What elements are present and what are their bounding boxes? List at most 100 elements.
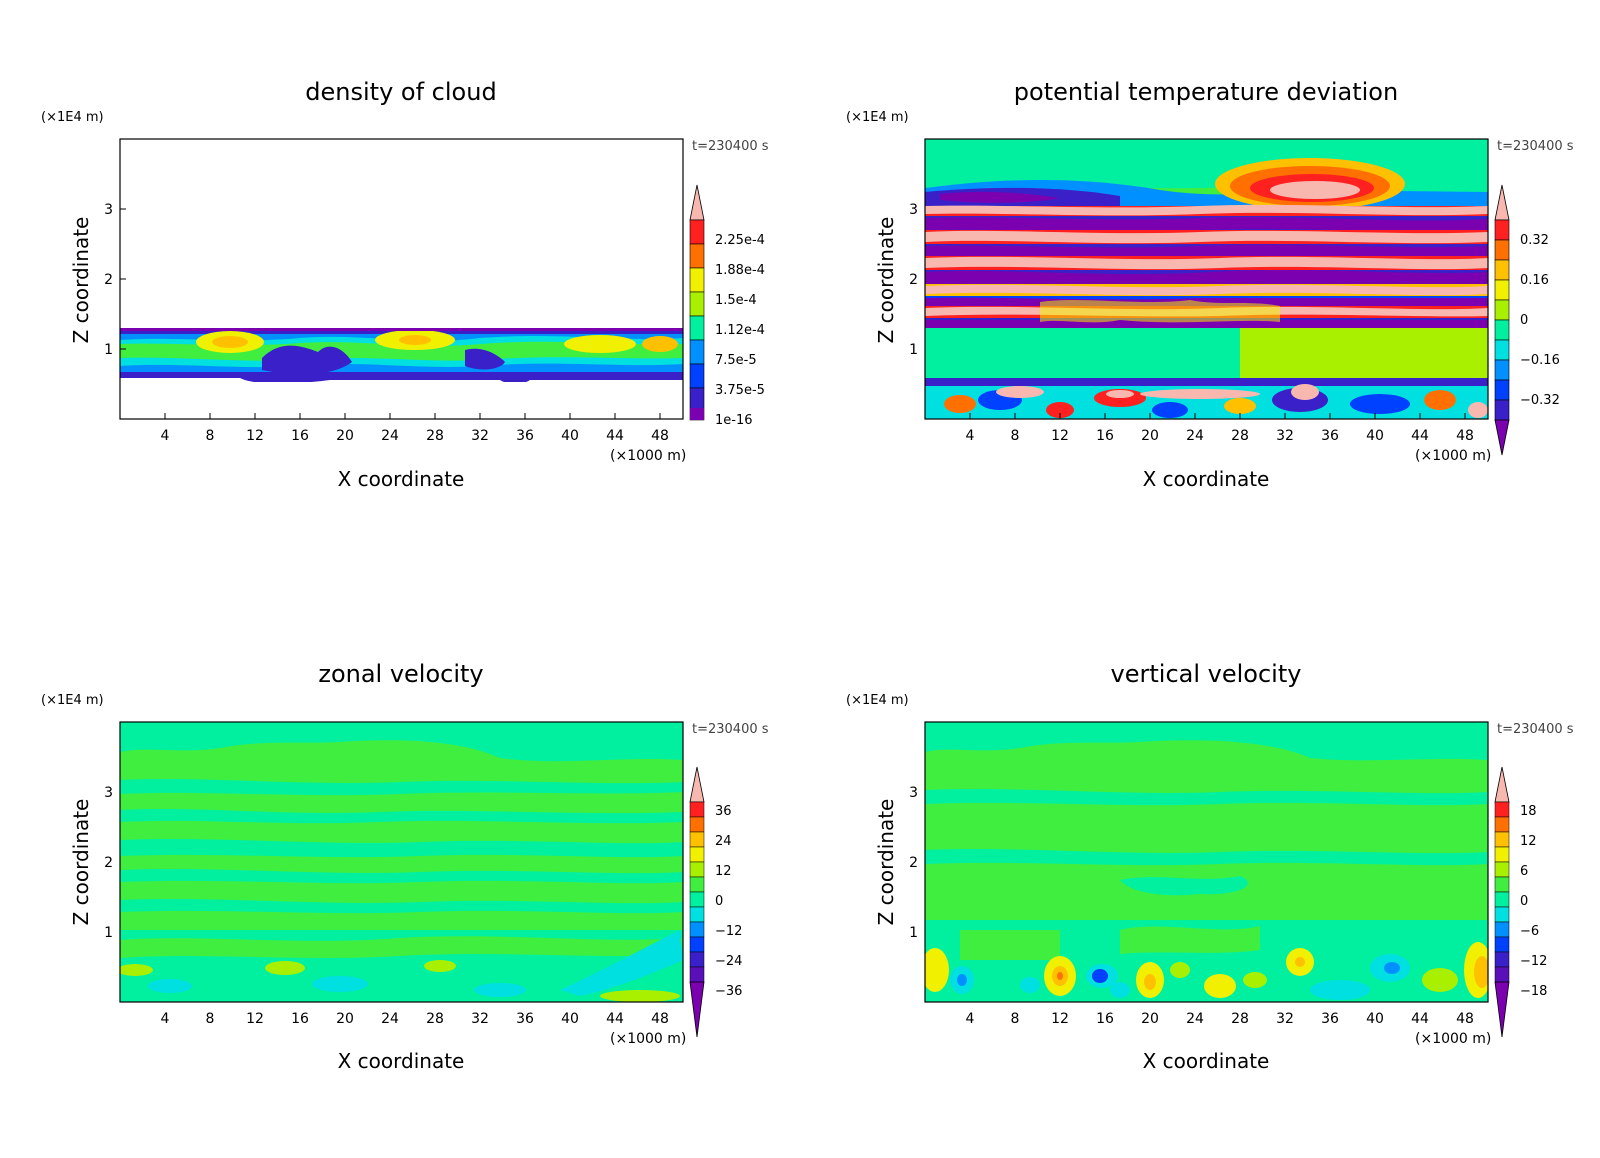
- y-tick-labels: 1 2 3: [104, 785, 113, 941]
- x-tick-label: 36: [1321, 1011, 1339, 1027]
- x-tick-label: 8: [206, 1011, 215, 1027]
- x-tick-label: 16: [1096, 1011, 1114, 1027]
- y-tick-label: 2: [909, 855, 918, 871]
- x-tick-label: 20: [336, 1011, 354, 1027]
- colorbar-label: −0.16: [1520, 353, 1560, 368]
- x-tick-label: 40: [561, 1011, 579, 1027]
- x-tick-label: 28: [1231, 428, 1249, 444]
- x-tick-label: 12: [246, 1011, 264, 1027]
- colorbar-label: 1.12e-4: [715, 323, 765, 338]
- x-tick-label: 16: [1096, 428, 1114, 444]
- x-tick-label: 24: [381, 428, 399, 444]
- x-tick-label: 20: [1141, 428, 1159, 444]
- colorbar-label: 0: [1520, 894, 1528, 909]
- colorbar-label: 1.5e-4: [715, 293, 757, 308]
- colorbar-label: −12: [715, 924, 742, 939]
- x-tick-label: 8: [206, 428, 215, 444]
- plot-frame: [924, 138, 1489, 420]
- x-tick-label: 20: [336, 428, 354, 444]
- plot-area: [120, 139, 683, 419]
- x-tick-label: 40: [561, 428, 579, 444]
- x-tick-label: 44: [1411, 428, 1429, 444]
- time-label: t=230400 s: [692, 722, 769, 737]
- colorbar-min-triangle: [1494, 981, 1510, 1038]
- colorbar-label: 0.16: [1520, 273, 1549, 288]
- y-tick-labels: 1 2 3: [104, 202, 113, 358]
- colorbar-label: 12: [715, 864, 732, 879]
- x-tick-label: 36: [516, 1011, 534, 1027]
- x-tick-label: 44: [606, 1011, 624, 1027]
- y-tick-label: 1: [104, 925, 113, 941]
- colorbar-max-triangle: [689, 766, 705, 803]
- x-unit-label: (×1000 m): [1415, 448, 1491, 464]
- x-tick-label: 16: [291, 428, 309, 444]
- panel-theta: potential temperature deviation (×1E4 m)…: [846, 78, 1574, 491]
- x-tick-label: 4: [966, 428, 975, 444]
- plot-frame: [924, 721, 1489, 1003]
- cloud-min-region: [262, 345, 352, 375]
- x-tick-label: 28: [1231, 1011, 1249, 1027]
- y-axis-label: Z coordinate: [874, 217, 898, 344]
- colorbar: [689, 766, 705, 1038]
- y-axis-label: Z coordinate: [874, 799, 898, 926]
- plot-area: [120, 722, 683, 1002]
- y-axis-label: Z coordinate: [69, 217, 93, 344]
- panel-title: zonal velocity: [318, 660, 483, 688]
- x-tick-label: 28: [426, 1011, 444, 1027]
- y-tick-label: 1: [909, 342, 918, 358]
- x-tick-label: 32: [1276, 1011, 1294, 1027]
- colorbar-label: −24: [715, 954, 742, 969]
- colorbar-label: −0.32: [1520, 393, 1560, 408]
- colorbar-label: 18: [1520, 804, 1537, 819]
- x-tick-label: 4: [161, 428, 170, 444]
- x-tick-label: 36: [1321, 428, 1339, 444]
- y-tick-label: 2: [104, 272, 113, 288]
- x-tick-label: 8: [1011, 1011, 1020, 1027]
- x-tick-marks: [120, 208, 661, 419]
- x-tick-marks: [969, 413, 1466, 419]
- x-tick-label: 12: [246, 428, 264, 444]
- x-tick-label: 48: [651, 1011, 669, 1027]
- colorbar-max-triangle: [1494, 184, 1510, 221]
- colorbar-label: −18: [1520, 984, 1547, 999]
- colorbar-label: −12: [1520, 954, 1547, 969]
- colorbar-label: 0: [1520, 313, 1528, 328]
- x-tick-label: 28: [426, 428, 444, 444]
- y-tick-label: 3: [104, 785, 113, 801]
- colorbar-min-triangle: [689, 981, 705, 1038]
- colorbar-label: 3.75e-5: [715, 383, 765, 398]
- x-tick-label: 32: [471, 1011, 489, 1027]
- x-axis-label: X coordinate: [1143, 467, 1270, 491]
- x-tick-label: 44: [1411, 1011, 1429, 1027]
- z-unit-label: (×1E4 m): [41, 693, 104, 708]
- colorbar-max-triangle: [689, 184, 705, 221]
- colorbar-min-triangle: [1494, 419, 1510, 456]
- x-tick-label: 24: [1186, 1011, 1204, 1027]
- panel-zonal: zonal velocity (×1E4 m) t=230400 s 4 8: [41, 660, 769, 1073]
- x-tick-labels: 4 8 12 16 20 24 28 32 36 40 44 48: [161, 1011, 669, 1027]
- x-tick-label: 48: [1456, 1011, 1474, 1027]
- updraft-cell: [925, 948, 949, 992]
- colorbar-label: 24: [715, 834, 732, 849]
- y-tick-label: 3: [909, 202, 918, 218]
- x-tick-label: 48: [1456, 428, 1474, 444]
- panel-cloud: density of cloud (×1E4 m) t=230400 s: [41, 78, 769, 491]
- plot-frame: [119, 721, 684, 1003]
- colorbar-label: 0.32: [1520, 233, 1549, 248]
- plot-area: [925, 722, 1488, 1002]
- colorbar: [1494, 184, 1510, 456]
- colorbar-max-triangle: [1494, 766, 1510, 803]
- x-tick-labels: 4 8 12 16 20 24 28 32 36 40 44 48: [966, 428, 1474, 444]
- z-unit-label: (×1E4 m): [846, 110, 909, 125]
- y-tick-labels: 1 2 3: [909, 202, 918, 358]
- x-tick-label: 4: [161, 1011, 170, 1027]
- colorbar-labels: 18 12 6 0 −6 −12 −18: [1520, 804, 1547, 999]
- x-axis-label: X coordinate: [338, 1049, 465, 1073]
- y-tick-label: 3: [104, 202, 113, 218]
- x-tick-label: 40: [1366, 428, 1384, 444]
- colorbar-labels: 0.32 0.16 0 −0.16 −0.32: [1520, 233, 1560, 408]
- panel-vertical: vertical velocity (×1E4 m) t=230400 s: [846, 660, 1574, 1073]
- z-unit-label: (×1E4 m): [846, 693, 909, 708]
- x-tick-label: 32: [471, 428, 489, 444]
